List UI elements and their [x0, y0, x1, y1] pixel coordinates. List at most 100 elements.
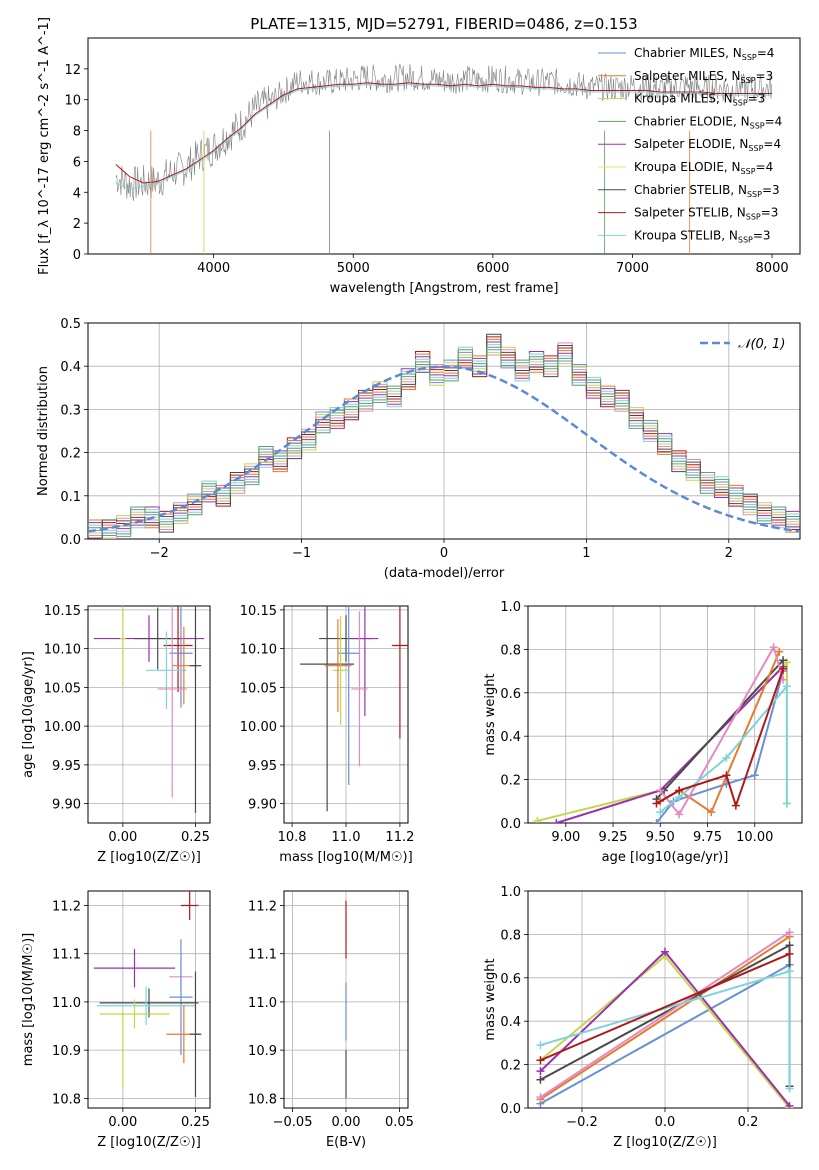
weight-marker: [785, 949, 794, 958]
weight-marker: [775, 647, 784, 656]
y-tick-label: 10.00: [44, 720, 81, 735]
series-group: [536, 928, 794, 1108]
legend-value: =3: [762, 183, 780, 197]
legend-value: =4: [765, 114, 783, 128]
errorbar-point: [180, 891, 199, 920]
y-tick-label: 10.10: [240, 643, 277, 658]
residual-histogram: [88, 346, 800, 539]
weight-marker: [656, 786, 665, 795]
x-axis-label: E(B-V): [326, 1135, 366, 1150]
x-tick-label: 0.25: [181, 830, 210, 845]
residual-histogram: [88, 342, 800, 539]
legend-value: =3: [753, 228, 771, 242]
x-tick-label: 0.00: [332, 1115, 361, 1130]
legend-subscript: SSP: [746, 213, 761, 222]
y-tick-label: 0.0: [500, 817, 521, 832]
y-tick-label: 0.4: [60, 360, 81, 375]
y-tick-label: 11.2: [52, 899, 81, 914]
errorbar-point: [169, 939, 193, 1055]
series-group: [300, 606, 408, 812]
legend-subscript: SSP: [733, 99, 748, 108]
errorbar-point: [189, 606, 202, 813]
model-spectrum-line: [115, 82, 773, 184]
residual-histogram: [88, 341, 800, 530]
panel-residuals: −2 −1 0 1 2 0.0 0.1 0.2 0.3 0.4 0.5 (data-model)/er…: [36, 317, 801, 581]
series-group: [93, 606, 205, 813]
y-axis-label: mass [log10(M/M☉)]: [21, 933, 36, 1066]
weight-marker: [785, 1084, 794, 1093]
legend-value: =3: [761, 206, 779, 220]
weight-line: [659, 644, 785, 817]
weight-marker: [782, 682, 791, 691]
errorbar-point: [119, 606, 126, 686]
x-tick-label: 9.00: [551, 830, 580, 845]
weight-line: [539, 931, 791, 1098]
errorbar-point: [332, 616, 349, 725]
weight-marker: [782, 799, 791, 808]
errorbar-point: [93, 948, 176, 988]
errorbar-point: [324, 619, 352, 713]
y-tick-label: 0.4: [500, 730, 521, 745]
weight-series: [536, 947, 794, 1108]
x-tick-label: 0: [440, 546, 448, 561]
y-tick-label: 0.3: [60, 403, 81, 418]
series-group: [93, 891, 202, 1097]
y-axis-label: mass weight: [483, 958, 498, 1040]
y-tick-label: 10.15: [44, 604, 81, 619]
legend-label: Kroupa ELODIE, NSSP=4: [634, 160, 773, 176]
errorbar-point: [99, 988, 199, 1018]
weight-marker: [722, 753, 731, 762]
y-tick-label: 8: [73, 125, 81, 140]
errorbar-point: [134, 607, 181, 670]
errorbar-point: [300, 606, 355, 812]
weight-marker: [769, 643, 778, 652]
weight-marker: [533, 816, 542, 823]
y-tick-label: 10: [64, 94, 81, 109]
residual-histogram: [88, 344, 800, 532]
x-tick-label: −1: [292, 546, 311, 561]
weight-marker: [779, 656, 788, 665]
errorbar-point: [351, 611, 368, 767]
y-tick-label: 9.90: [248, 798, 277, 813]
y-tick-label: 1.0: [500, 885, 521, 900]
weight-marker: [652, 799, 661, 808]
legend-value: =3: [756, 69, 774, 83]
panel-mass_vs_Z: 0.00 0.25 10.8 10.9 11.0 11.1 11.2 Z [log10(Z/Z…: [21, 890, 211, 1150]
legend-value: =4: [763, 137, 781, 151]
y-tick-label: 0.0: [60, 533, 81, 548]
y-tick-label: 0.2: [60, 447, 81, 462]
weight-marker: [750, 771, 759, 780]
x-tick-label: 6000: [476, 261, 509, 276]
x-tick-label: −0.2: [566, 1115, 598, 1130]
weight-series: [656, 682, 791, 817]
panel-age_vs_mass: 10.8 11.0 11.2 9.90 9.95 10.00 10.05 10.10 10.15…: [240, 604, 415, 865]
y-tick-label: 10.05: [240, 681, 277, 696]
errorbar-point: [99, 999, 170, 1029]
axes-frame: [87, 37, 801, 255]
x-tick-label: 11.0: [332, 830, 361, 845]
x-tick-label: 1: [582, 546, 590, 561]
weight-marker: [552, 819, 561, 823]
legend-subscript: SSP: [748, 144, 763, 153]
legend-subscript: SSP: [750, 121, 765, 130]
x-tick-label: 9.75: [693, 830, 722, 845]
y-tick-label: 10.9: [52, 1044, 81, 1059]
weight-marker: [675, 786, 684, 795]
weight-marker: [536, 1075, 545, 1084]
x-axis-label: mass [log10(M/M☉)]: [279, 850, 412, 865]
x-tick-label: 0.25: [181, 1115, 210, 1130]
errorbar-point: [146, 631, 187, 710]
weight-marker: [675, 810, 684, 819]
model-spectrum-line: [115, 83, 773, 190]
y-tick-label: 10.8: [248, 1092, 277, 1107]
weight-marker: [536, 1093, 545, 1102]
y-axis-label: Normed distribution: [36, 366, 51, 496]
y-axis-label: mass weight: [483, 673, 498, 755]
weight-series: [536, 949, 794, 1065]
weight-series: [652, 664, 788, 810]
legend-subscript: SSP: [747, 190, 762, 199]
weight-marker: [536, 1056, 545, 1065]
normal-curve: [88, 365, 800, 533]
errorbar-point: [96, 986, 196, 1026]
